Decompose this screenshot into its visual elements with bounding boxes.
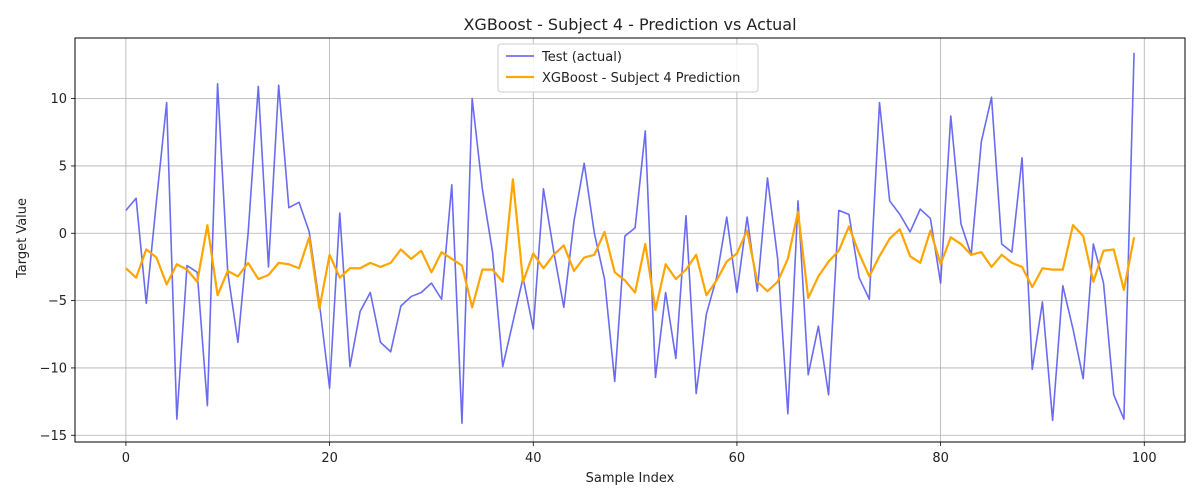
- tick-group: 0 20 40 60 80 100 −15 −10 −5 0 5 10: [40, 92, 1157, 466]
- y-tick-label: 0: [59, 227, 67, 242]
- x-tick-label: 40: [525, 451, 542, 466]
- series-group: [125, 52, 1136, 424]
- y-axis-label: Target Value: [15, 198, 30, 279]
- x-tick-label: 0: [122, 451, 130, 466]
- legend-label-actual: Test (actual): [541, 50, 622, 65]
- grid: [75, 38, 1185, 442]
- x-tick-label: 20: [321, 451, 338, 466]
- plot-area-frame: [74, 37, 1186, 443]
- y-tick-label: 5: [59, 159, 67, 174]
- series-line-prediction: [125, 178, 1136, 312]
- y-tick-label: 10: [50, 92, 67, 107]
- x-axis-label: Sample Index: [586, 471, 675, 486]
- y-tick-label: −15: [40, 429, 67, 444]
- y-tick-label: −5: [48, 294, 67, 309]
- x-tick-label: 100: [1132, 451, 1157, 466]
- chart-title: XGBoost - Subject 4 - Prediction vs Actu…: [463, 15, 796, 34]
- series-line-actual: [125, 52, 1135, 424]
- x-tick-label: 60: [729, 451, 746, 466]
- legend-label-prediction: XGBoost - Subject 4 Prediction: [542, 71, 740, 86]
- x-tick-label: 80: [932, 451, 949, 466]
- legend-box: [497, 43, 759, 93]
- y-tick-label: −10: [40, 361, 67, 376]
- legend: Test (actual) XGBoost - Subject 4 Predic…: [497, 43, 759, 93]
